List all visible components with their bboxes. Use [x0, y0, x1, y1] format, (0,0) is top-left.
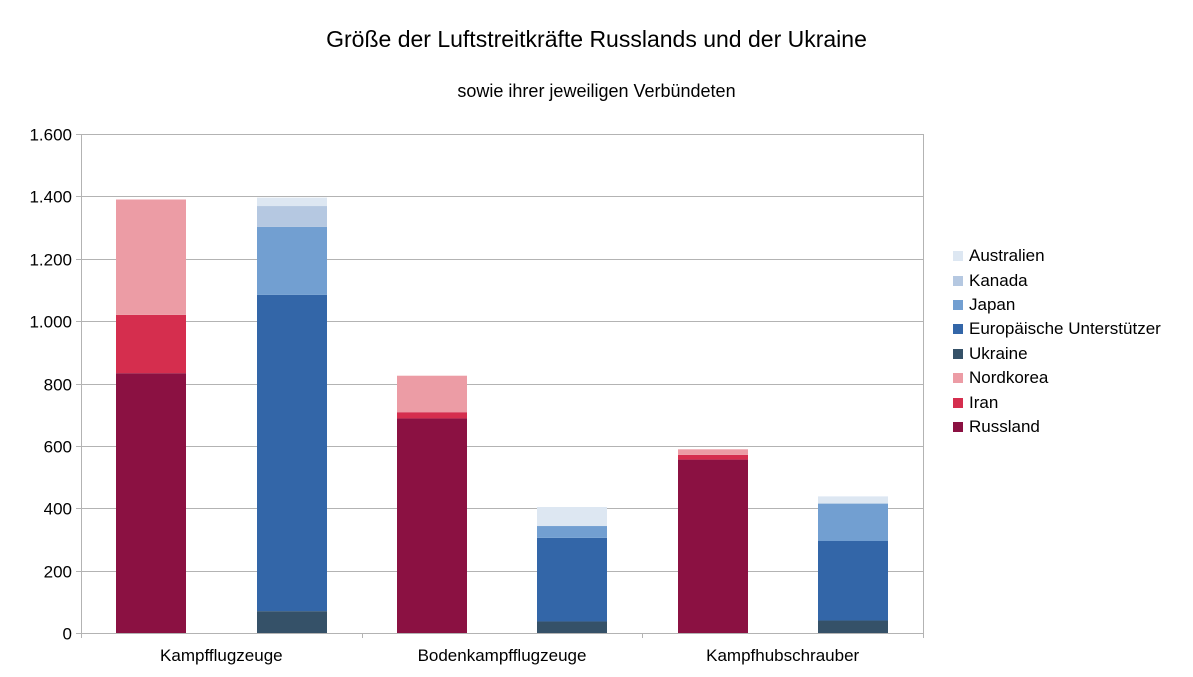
legend-label: Japan	[969, 294, 1016, 314]
legend-label: Kanada	[969, 270, 1028, 290]
legend-swatch	[953, 373, 963, 384]
bar-segment	[818, 496, 888, 504]
bar-segment	[116, 199, 186, 315]
legend-label: Europäische Unterstützer	[969, 319, 1161, 339]
bar-segment	[818, 503, 888, 541]
bar-segment	[678, 454, 748, 460]
bar-segment	[537, 537, 607, 622]
x-tick-label: Kampfhubschrauber	[706, 646, 859, 665]
legend-item: Nordkorea	[953, 366, 1161, 390]
y-tick-label: 200	[44, 563, 72, 582]
legend-swatch	[953, 299, 963, 310]
legend-item: Europäische Unterstützer	[953, 317, 1161, 341]
bar-segment	[818, 620, 888, 633]
legend-swatch	[953, 324, 963, 335]
y-tick-label: 600	[44, 438, 72, 457]
bar-segment	[537, 526, 607, 538]
chart-title: Größe der Luftstreitkräfte Russlands und…	[326, 26, 867, 52]
bar-segment	[257, 611, 327, 633]
legend-label: Australien	[969, 246, 1045, 266]
x-tick-label: Kampfflugzeuge	[160, 646, 283, 665]
chart-subtitle: sowie ihrer jeweiligen Verbündeten	[457, 81, 736, 101]
bar-segment	[537, 507, 607, 527]
legend-label: Ukraine	[969, 343, 1028, 363]
bar-segment	[397, 375, 467, 413]
legend-swatch	[953, 251, 963, 262]
y-tick-label: 1.200	[29, 251, 72, 270]
bar-segment	[116, 314, 186, 374]
legend-item: Japan	[953, 293, 1161, 317]
bar-segment	[818, 540, 888, 621]
bar-segment	[397, 418, 467, 633]
legend-item: Iran	[953, 390, 1161, 414]
y-tick-label: 1.600	[29, 126, 72, 145]
bar-segment	[257, 206, 327, 227]
legend-item: Australien	[953, 244, 1161, 268]
legend-swatch	[953, 397, 963, 408]
y-tick-label: 1.000	[29, 313, 72, 332]
x-tick-label: Bodenkampfflugzeuge	[418, 646, 587, 665]
legend-swatch	[953, 275, 963, 286]
y-tick-label: 1.400	[29, 188, 72, 207]
legend-swatch	[953, 421, 963, 432]
bar-segment	[116, 373, 186, 633]
bar-segment	[537, 621, 607, 633]
bar-segment	[257, 294, 327, 612]
y-tick-label: 0	[63, 625, 72, 644]
bar-segment	[257, 226, 327, 295]
legend-item: Russland	[953, 415, 1161, 439]
legend-item: Kanada	[953, 268, 1161, 292]
y-tick-label: 800	[44, 376, 72, 395]
legend-item: Ukraine	[953, 342, 1161, 366]
legend-swatch	[953, 348, 963, 359]
bar-segment	[678, 459, 748, 633]
bar-segment	[257, 197, 327, 207]
bar-segment	[397, 412, 467, 419]
legend-label: Russland	[969, 416, 1040, 436]
y-tick-label: 400	[44, 500, 72, 519]
chart-legend: Australien Kanada Japan Europäische Unterst…	[953, 244, 1161, 439]
bar-segment	[678, 449, 748, 455]
legend-label: Iran	[969, 392, 999, 412]
legend-label: Nordkorea	[969, 368, 1049, 388]
